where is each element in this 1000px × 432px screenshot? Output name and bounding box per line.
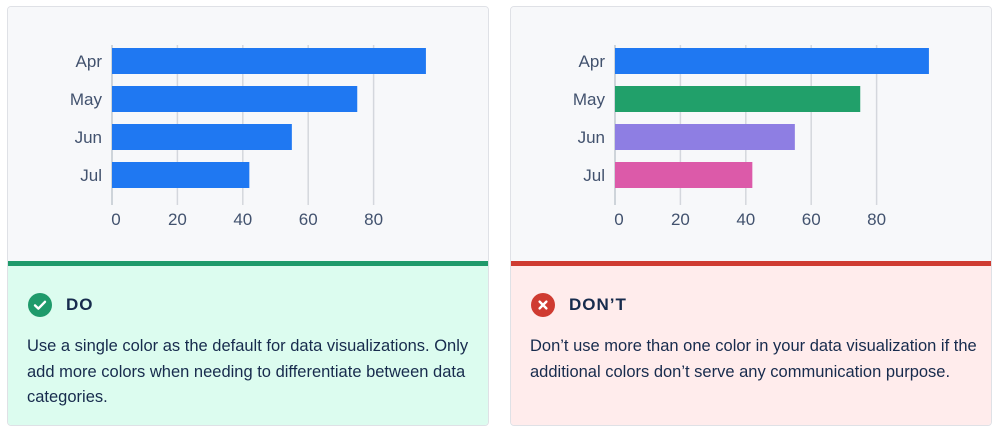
bar-may — [615, 86, 861, 112]
do-heading-label: DO — [66, 295, 94, 314]
bar-jun — [112, 124, 292, 150]
category-label-jun: Jun — [578, 128, 605, 147]
bar-may — [112, 86, 358, 112]
bar-apr — [112, 48, 426, 74]
x-tick-label-20: 20 — [671, 210, 690, 229]
dont-card: Apr May Jun Jul 0 20 40 60 80 DON’T Don’t use mo… — [510, 6, 992, 426]
chart-area-dont: Apr May Jun Jul 0 20 40 60 80 — [511, 7, 991, 261]
bar-jul — [615, 162, 753, 188]
x-tick-label-60: 60 — [802, 210, 821, 229]
x-tick-label-40: 40 — [233, 210, 252, 229]
do-guidance-panel: DO Use a single color as the default for… — [8, 266, 488, 425]
bar-apr — [615, 48, 929, 74]
chart-area-do: Apr May Jun Jul 0 20 40 60 80 — [8, 7, 488, 261]
x-tick-label-80: 80 — [867, 210, 886, 229]
category-label-apr: Apr — [76, 52, 103, 71]
check-icon — [28, 293, 52, 317]
category-label-may: May — [70, 90, 103, 109]
category-label-apr: Apr — [579, 52, 606, 71]
dont-heading: DON’T — [531, 290, 627, 320]
x-tick-label-40: 40 — [736, 210, 755, 229]
x-tick-label-20: 20 — [168, 210, 187, 229]
x-tick-label-0: 0 — [614, 210, 623, 229]
category-label-jul: Jul — [583, 166, 605, 185]
x-tick-label-80: 80 — [364, 210, 383, 229]
category-label-may: May — [573, 90, 606, 109]
do-accent-rule — [8, 261, 488, 266]
dont-heading-label: DON’T — [569, 295, 627, 314]
dont-guidance-panel: DON’T Don’t use more than one color in y… — [511, 266, 991, 425]
dont-description: Don’t use more than one color in your da… — [530, 337, 977, 381]
do-heading: DO — [28, 290, 94, 320]
bar-chart-single-color: Apr May Jun Jul 0 20 40 60 80 — [70, 45, 426, 229]
category-label-jul: Jul — [80, 166, 102, 185]
bar-chart-multi-color: Apr May Jun Jul 0 20 40 60 80 — [573, 45, 929, 229]
x-tick-label-60: 60 — [299, 210, 318, 229]
cross-icon — [531, 293, 555, 317]
bar-jul — [112, 162, 250, 188]
do-card: Apr May Jun Jul 0 20 40 60 80 DO Use a single co… — [7, 6, 489, 426]
dont-accent-rule — [511, 261, 991, 266]
do-description: Use a single color as the default for da… — [27, 337, 469, 406]
bar-jun — [615, 124, 795, 150]
category-label-jun: Jun — [75, 128, 102, 147]
x-tick-label-0: 0 — [111, 210, 120, 229]
